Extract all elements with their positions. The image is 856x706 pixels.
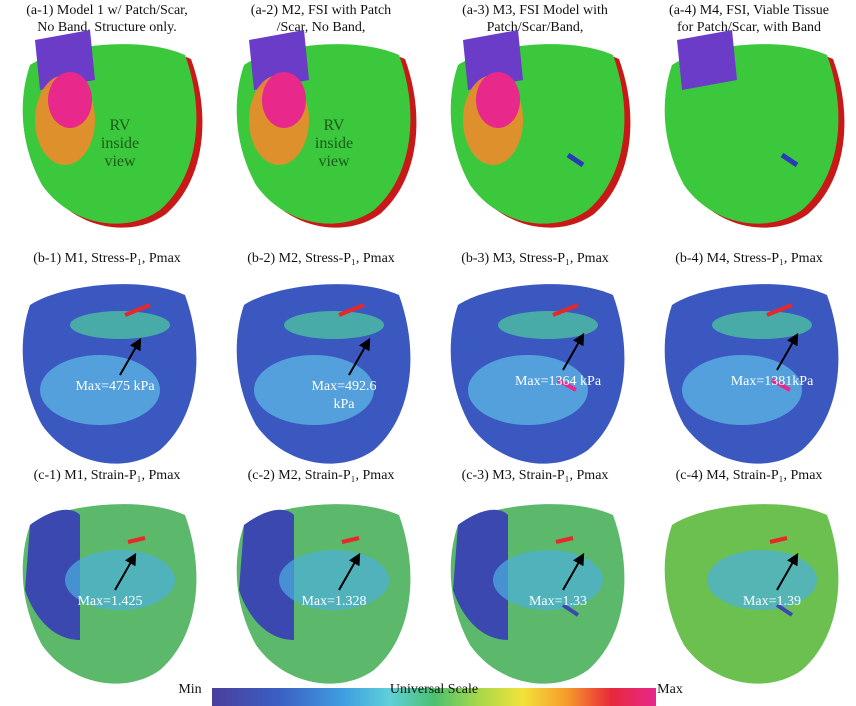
max-label: Max=1.328 bbox=[301, 594, 366, 609]
panel-caption: (c-2) M2, Strain-P₁, Pmax bbox=[248, 468, 395, 483]
scar bbox=[262, 72, 306, 128]
stress-region bbox=[284, 311, 384, 339]
max-label: Max=1.425 bbox=[77, 594, 142, 609]
max-label: Max=1.33 bbox=[529, 594, 587, 609]
panel-caption: (c-1) M1, Strain-P₁, Pmax bbox=[34, 468, 181, 483]
heart-model: Max=492.6 kPa bbox=[237, 284, 411, 464]
panel-caption: (b-1) M1, Stress-P₁, Pmax bbox=[33, 251, 181, 266]
panel-caption: (c-4) M4, Strain-P₁, Pmax bbox=[676, 468, 823, 483]
panel-caption: (a-4) M4, FSI, Viable Tissue bbox=[669, 3, 829, 18]
panel-caption: Patch/Scar/Band, bbox=[487, 20, 584, 35]
heart-model: Max=1.425 bbox=[23, 504, 197, 684]
panel-caption: (a-2) M2, FSI with Patch bbox=[251, 3, 391, 18]
rv-label: RV bbox=[110, 117, 131, 134]
rv-wall bbox=[677, 30, 737, 90]
heart-model: Max=1.33 bbox=[451, 504, 625, 684]
stress-region bbox=[70, 311, 170, 339]
max-label: Max=1381kPa bbox=[731, 374, 814, 389]
figure: Min Universal Scale Max (a-1) Model 1 w/… bbox=[0, 0, 856, 706]
heart-model: Max=1.39 bbox=[665, 504, 839, 684]
heart-model: Max=1364 kPa bbox=[451, 284, 625, 464]
rv-label: RV bbox=[324, 117, 345, 134]
panel-caption: (b-3) M3, Stress-P₁, Pmax bbox=[461, 251, 609, 266]
panel-caption: (b-2) M2, Stress-P₁, Pmax bbox=[247, 251, 395, 266]
panel-caption: for Patch/Scar, with Band bbox=[677, 20, 821, 35]
heart-model: Max=1.328 bbox=[237, 504, 411, 684]
rv-label: view bbox=[104, 153, 136, 170]
scale-max: Max bbox=[657, 682, 683, 697]
stress-region bbox=[498, 311, 598, 339]
rv-label: view bbox=[318, 153, 350, 170]
max-label: Max=475 kPa bbox=[75, 379, 155, 394]
heart-model: Max=475 kPa bbox=[23, 284, 197, 464]
panel-caption: (b-4) M4, Stress-P₁, Pmax bbox=[675, 251, 823, 266]
scar bbox=[48, 72, 92, 128]
panel-caption: No Band, Structure only. bbox=[37, 20, 176, 35]
scale-title: Universal Scale bbox=[390, 682, 478, 697]
heart-model bbox=[665, 30, 845, 228]
scar bbox=[476, 72, 520, 128]
heart-model: Max=1381kPa bbox=[665, 284, 839, 464]
panel-caption: (a-3) M3, FSI Model with bbox=[462, 3, 608, 18]
panel-caption: (a-1) Model 1 w/ Patch/Scar, bbox=[26, 3, 188, 18]
rv-label: inside bbox=[101, 135, 139, 152]
stress-region bbox=[468, 355, 588, 425]
max-label: Max=1364 kPa bbox=[515, 374, 602, 389]
stress-region bbox=[712, 311, 812, 339]
max-label: kPa bbox=[334, 397, 356, 412]
scale-min: Min bbox=[178, 682, 201, 697]
panel-caption: (c-3) M3, Strain-P₁, Pmax bbox=[462, 468, 609, 483]
max-label: Max=492.6 bbox=[311, 379, 376, 394]
rv-label: inside bbox=[315, 135, 353, 152]
max-label: Max=1.39 bbox=[743, 594, 801, 609]
stress-region bbox=[682, 355, 802, 425]
heart-model bbox=[451, 30, 631, 228]
